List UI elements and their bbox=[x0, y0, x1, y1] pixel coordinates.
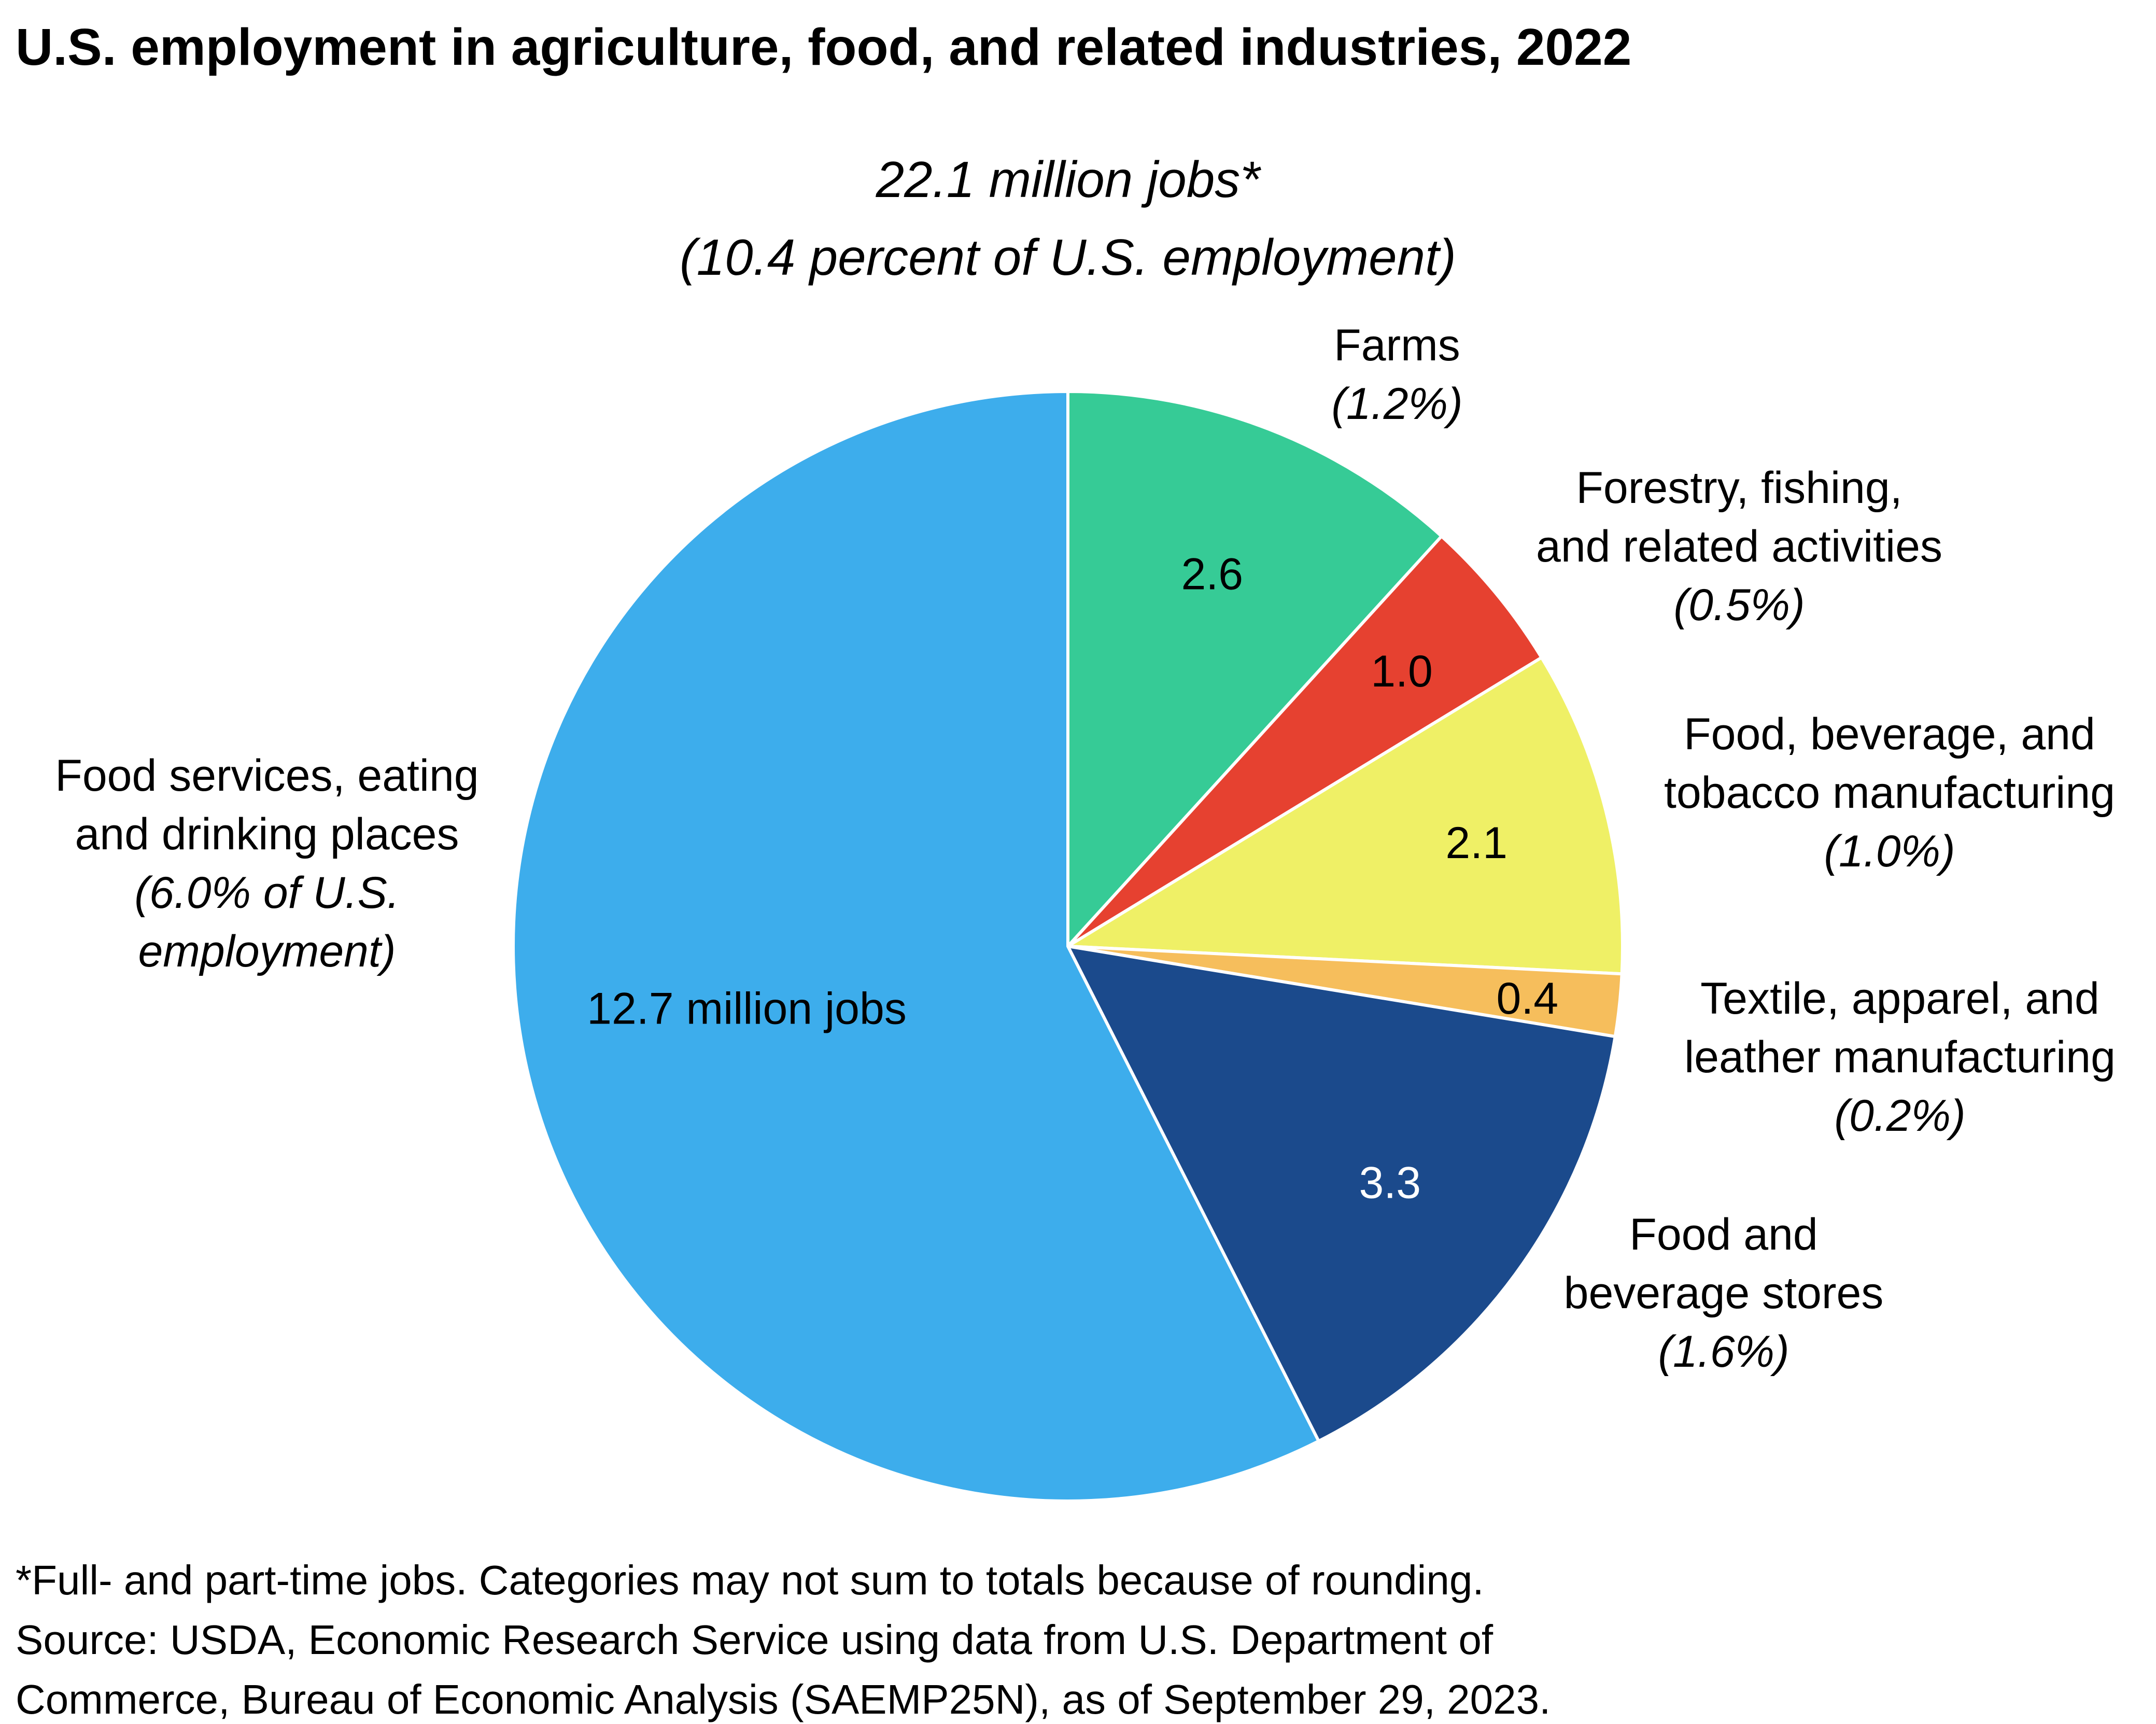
farms-share: (1.2%) bbox=[1331, 379, 1462, 429]
pie-slice-food-manufacturing bbox=[1066, 656, 1625, 976]
pie-slices bbox=[512, 390, 1625, 1503]
value-label-forestry: 1.0 bbox=[1371, 647, 1433, 696]
food-manufacturing-label-line-2: tobacco manufacturing bbox=[1664, 768, 2115, 818]
food-services-label-line-1: Food services, eating bbox=[55, 751, 478, 801]
pie-slice-forestry bbox=[1066, 535, 1543, 948]
footnote: *Full- and part-time jobs. Categories ma… bbox=[16, 1557, 1551, 1722]
pie-slice-food-services bbox=[512, 390, 1320, 1503]
pie-value-labels: 2.6 1.0 2.1 0.4 3.3 12.7 million jobs bbox=[587, 550, 1558, 1208]
forestry-label-line-2: and related activities bbox=[1536, 522, 1942, 571]
chart-title: U.S. employment in agriculture, food, an… bbox=[16, 18, 1631, 76]
value-label-food-services: 12.7 million jobs bbox=[587, 984, 907, 1033]
category-labels: Farms (1.2%) Forestry, fishing, and rela… bbox=[55, 320, 2116, 1377]
pie-slice-farms bbox=[1066, 390, 1443, 948]
value-label-textile: 0.4 bbox=[1497, 974, 1559, 1024]
value-label-farms: 2.6 bbox=[1181, 550, 1244, 599]
value-label-food-stores: 3.3 bbox=[1359, 1158, 1421, 1208]
forestry-label-line-1: Forestry, fishing, bbox=[1576, 463, 1902, 513]
farms-label: Farms bbox=[1334, 320, 1460, 370]
food-manufacturing-share: (1.0%) bbox=[1824, 826, 1955, 876]
textile-share: (0.2%) bbox=[1834, 1091, 1965, 1141]
food-services-share-line-1: (6.0% of U.S. bbox=[134, 868, 399, 918]
food-stores-label-line-1: Food and bbox=[1629, 1210, 1817, 1259]
forestry-share: (0.5%) bbox=[1673, 580, 1805, 630]
food-stores-label-line-2: beverage stores bbox=[1564, 1268, 1884, 1318]
food-manufacturing-label-line-1: Food, beverage, and bbox=[1684, 709, 2095, 759]
food-services-share-line-2: employment) bbox=[138, 927, 396, 976]
chart-subtitle-line-2: (10.4 percent of U.S. employment) bbox=[680, 229, 1456, 286]
textile-label-line-1: Textile, apparel, and bbox=[1700, 974, 2099, 1024]
footnote-line-1: *Full- and part-time jobs. Categories ma… bbox=[16, 1557, 1484, 1603]
textile-label-line-2: leather manufacturing bbox=[1684, 1032, 2116, 1082]
pie-slice-food-stores bbox=[1066, 945, 1617, 1443]
food-services-label-line-2: and drinking places bbox=[75, 809, 459, 859]
food-stores-share: (1.6%) bbox=[1658, 1327, 1789, 1377]
footnote-line-3: Commerce, Bureau of Economic Analysis (S… bbox=[16, 1676, 1551, 1722]
value-label-food-manufacturing: 2.1 bbox=[1445, 818, 1507, 868]
footnote-line-2: Source: USDA, Economic Research Service … bbox=[16, 1617, 1493, 1663]
chart-subtitle-line-1: 22.1 million jobs* bbox=[876, 151, 1262, 208]
